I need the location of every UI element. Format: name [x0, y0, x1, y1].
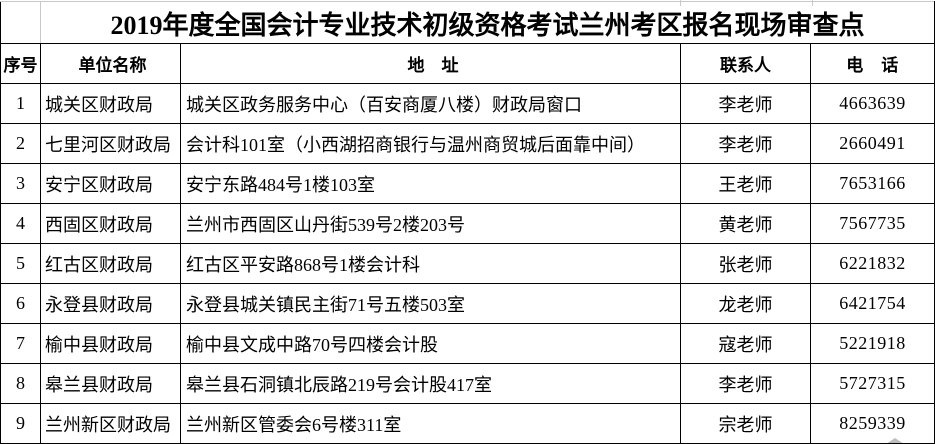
cell-address: 榆中县文成中路70号四楼会计股 [180, 323, 681, 364]
cell-contact: 宗老师 [680, 403, 811, 444]
cell-address: 皋兰县石洞镇北辰路219号会计股417室 [180, 363, 681, 404]
table-row: 8 皋兰县财政局 皋兰县石洞镇北辰路219号会计股417室 李老师 5727315 [0, 363, 935, 404]
cell-seq: 2 [0, 123, 41, 164]
cell-phone: 4663639 [809, 83, 935, 124]
cell-contact: 寇老师 [680, 323, 811, 364]
cell-seq: 1 [0, 83, 41, 124]
cell-contact: 李老师 [680, 363, 811, 404]
column-header-seq: 序号 [0, 43, 41, 84]
cell-seq: 8 [0, 363, 41, 404]
cell-contact: 黄老师 [680, 203, 811, 244]
cell-address: 兰州市西固区山丹街539号2楼203号 [180, 203, 681, 244]
cell-contact: 李老师 [680, 123, 811, 164]
column-header-contact: 联系人 [680, 43, 811, 84]
cell-unit: 榆中县财政局 [40, 323, 181, 364]
cell-unit: 皋兰县财政局 [40, 363, 181, 404]
table-row: 9 兰州新区财政局 兰州新区管委会6号楼311室 宗老师 8259339 [0, 403, 935, 444]
cell-phone: 2660491 [809, 123, 935, 164]
cell-contact: 李老师 [680, 83, 811, 124]
table-row: 7 榆中县财政局 榆中县文成中路70号四楼会计股 寇老师 5221918 [0, 323, 935, 364]
table-row: 6 永登县财政局 永登县城关镇民主街71号五楼503室 龙老师 6421754 [0, 283, 935, 324]
cell-address: 城关区政务服务中心（百安商厦八楼）财政局窗口 [180, 83, 681, 124]
header-row: 序号 单位名称地 址联系人电 话 [0, 43, 935, 84]
cell-seq: 9 [0, 403, 41, 444]
cell-unit: 西固区财政局 [40, 203, 181, 244]
cell-seq: 7 [0, 323, 41, 364]
table-row: 2 七里河区财政局 会计科101室（小西湖招商银行与温州商贸城后面靠中间） 李老师 26… [0, 123, 935, 164]
table-row: 3 安宁区财政局 安宁东路484号1楼103室 王老师 7653166 [0, 163, 935, 204]
cell-phone: 5221918 [809, 323, 935, 364]
cell-unit: 兰州新区财政局 [40, 403, 181, 444]
table-title: 2019年度全国会计专业技术初级资格考试兰州考区报名现场审查点 [39, 1, 935, 44]
cell-contact: 龙老师 [680, 283, 811, 324]
cell-seq: 3 [0, 163, 41, 204]
cell-address: 会计科101室（小西湖招商银行与温州商贸城后面靠中间） [180, 123, 681, 164]
column-header-unit: 单位名称 [40, 43, 181, 84]
table-row: 5 红古区财政局 红古区平安路868号1楼会计科 张老师 6221832 [0, 243, 935, 284]
cell-unit: 城关区财政局 [40, 83, 181, 124]
cell-seq: 4 [0, 203, 41, 244]
cell-phone: 7567735 [809, 203, 935, 244]
cell-unit: 安宁区财政局 [40, 163, 181, 204]
table-row: 1 城关区财政局 城关区政务服务中心（百安商厦八楼）财政局窗口 李老师 4663639 [0, 83, 935, 124]
cell-phone: 7653166 [809, 163, 935, 204]
cell-unit: 红古区财政局 [40, 243, 181, 284]
cell-seq: 5 [0, 243, 41, 284]
column-header-phone: 电 话 [809, 43, 935, 84]
table-row: 4 西固区财政局 兰州市西固区山丹街539号2楼203号 黄老师 7567735 [0, 203, 935, 244]
cell-unit: 永登县财政局 [40, 283, 181, 324]
cell-phone: 8259339 [809, 403, 935, 444]
cell-contact: 王老师 [680, 163, 811, 204]
column-header-address: 地 址 [180, 43, 681, 84]
cell-phone: 6221832 [809, 243, 935, 284]
cell-unit: 七里河区财政局 [40, 123, 181, 164]
cell-phone: 6421754 [809, 283, 935, 324]
corner-blank-cell [0, 1, 41, 44]
cell-phone: 5727315 [809, 363, 935, 404]
cell-address: 红古区平安路868号1楼会计科 [180, 243, 681, 284]
cell-seq: 6 [0, 283, 41, 324]
cell-address: 永登县城关镇民主街71号五楼503室 [180, 283, 681, 324]
cell-address: 兰州新区管委会6号楼311室 [180, 403, 681, 444]
cell-contact: 张老师 [680, 243, 811, 284]
cell-address: 安宁东路484号1楼103室 [180, 163, 681, 204]
title-row: 2019年度全国会计专业技术初级资格考试兰州考区报名现场审查点 [0, 1, 935, 44]
